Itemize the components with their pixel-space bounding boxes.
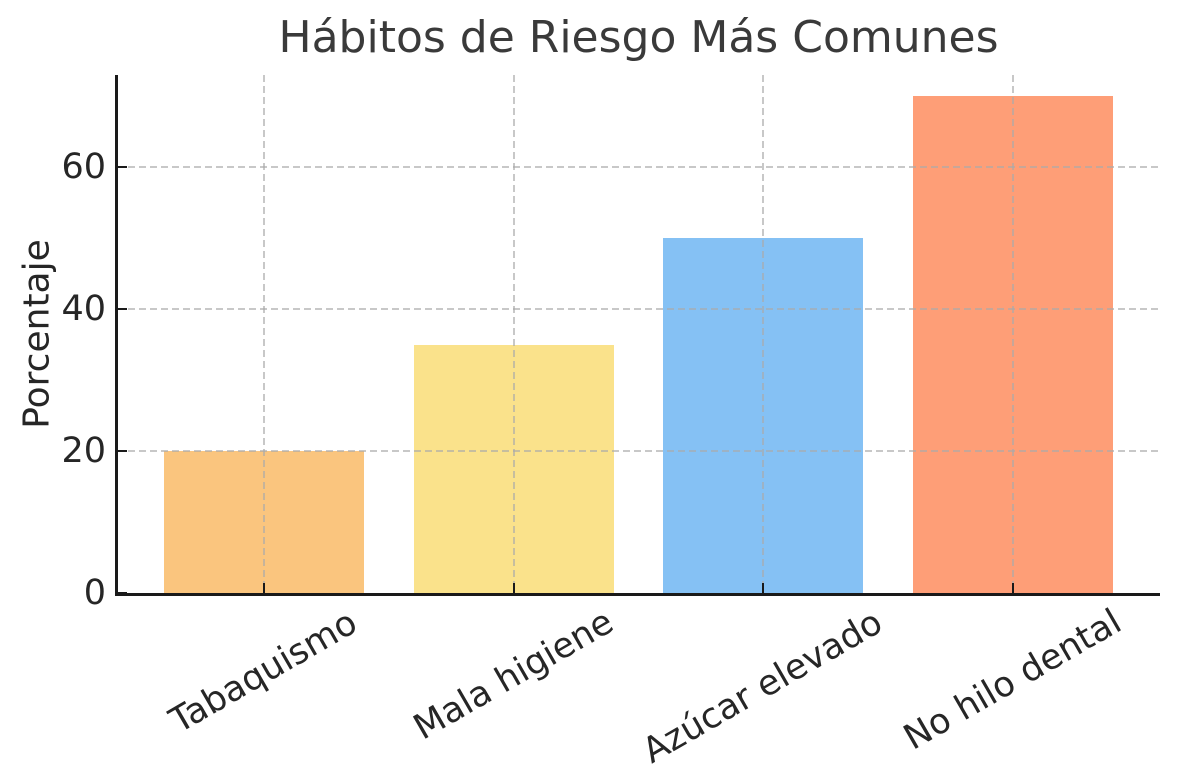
x-axis-spine bbox=[115, 592, 1160, 596]
gridline-vertical bbox=[762, 75, 765, 593]
y-tick-label: 0 bbox=[83, 573, 106, 613]
gridline-vertical bbox=[1011, 75, 1014, 593]
gridline-horizontal bbox=[117, 308, 1160, 311]
gridline-vertical bbox=[512, 75, 515, 593]
y-axis-tick bbox=[117, 591, 127, 595]
y-tick-label: 60 bbox=[61, 147, 106, 188]
y-axis-label: Porcentaje bbox=[16, 239, 58, 429]
y-tick-label: 40 bbox=[61, 289, 106, 330]
gridline-vertical bbox=[263, 75, 266, 593]
y-tick-label: 20 bbox=[61, 431, 106, 472]
y-axis-tick bbox=[117, 308, 127, 311]
x-tick-label: Mala higiene bbox=[406, 601, 621, 749]
x-axis-tick bbox=[1011, 583, 1014, 593]
y-axis-tick bbox=[117, 449, 127, 453]
y-axis-spine bbox=[115, 75, 118, 593]
x-tick-label: No hilo dental bbox=[896, 602, 1129, 759]
y-axis-tick bbox=[117, 166, 127, 169]
gridline-horizontal bbox=[117, 450, 1160, 453]
chart-title: Hábitos de Riesgo Más Comunes bbox=[278, 12, 999, 63]
plot-area bbox=[115, 75, 1160, 596]
x-axis-tick bbox=[762, 583, 765, 593]
x-axis-tick bbox=[512, 583, 515, 593]
x-tick-label: Azúcar elevado bbox=[636, 601, 890, 772]
x-tick-label: Tabaquismo bbox=[163, 602, 365, 742]
x-axis-tick bbox=[263, 583, 266, 593]
gridline-horizontal bbox=[117, 166, 1160, 169]
